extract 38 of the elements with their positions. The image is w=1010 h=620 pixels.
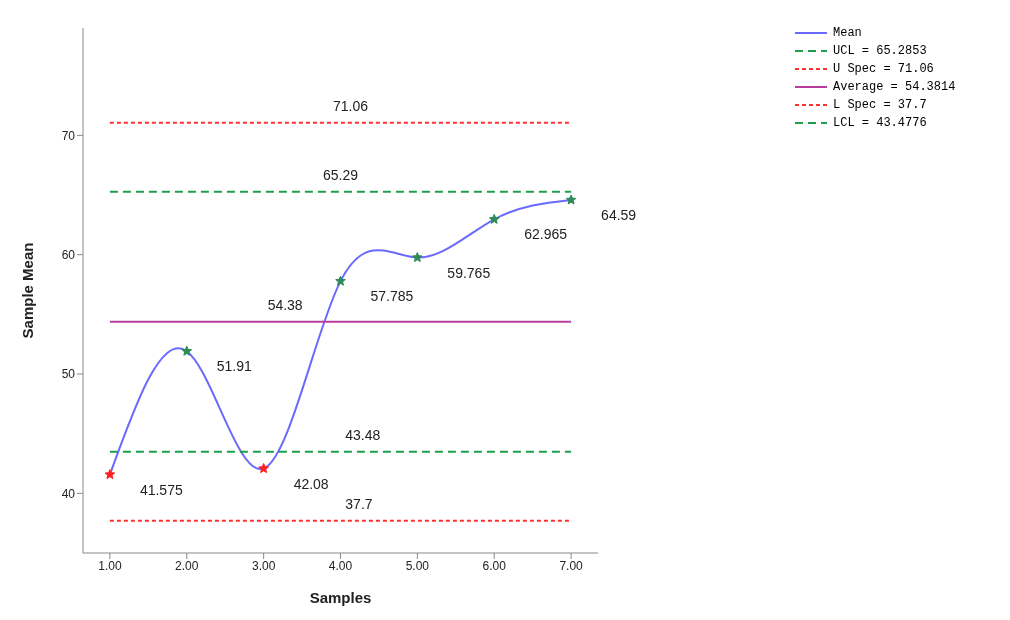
- legend-label: Average = 54.3814: [833, 80, 956, 94]
- point: [104, 469, 116, 480]
- y-axis-title: Sample Mean: [19, 242, 37, 339]
- point: [181, 345, 193, 356]
- y-tick-label: 40: [61, 486, 76, 501]
- annotation: 43.48: [345, 426, 381, 443]
- legend-label: U Spec = 71.06: [833, 62, 934, 76]
- y-tick-label: 70: [61, 128, 76, 143]
- annotation: 54.38: [267, 296, 303, 313]
- legend-label: LCL = 43.4776: [833, 116, 927, 130]
- x-tick-label: 1.00: [98, 558, 122, 573]
- point: [335, 275, 346, 286]
- annotation: 65.29: [322, 166, 359, 183]
- point: [565, 194, 577, 205]
- data-label: 42.08: [293, 475, 329, 492]
- y-tick-label: 60: [61, 247, 76, 262]
- x-tick-label: 5.00: [405, 558, 430, 573]
- data-label: 59.765: [447, 264, 491, 281]
- legend-label: L Spec = 37.7: [833, 98, 927, 112]
- annotation: 37.7: [345, 495, 373, 512]
- x-tick-label: 4.00: [328, 558, 353, 573]
- x-tick-label: 7.00: [559, 558, 584, 573]
- y-tick-label: 50: [61, 367, 76, 382]
- point: [412, 252, 423, 263]
- x-tick-label: 2.00: [175, 558, 199, 573]
- legend-label: UCL = 65.2853: [833, 44, 927, 58]
- legend-label: Mean: [833, 26, 862, 40]
- point: [258, 463, 269, 474]
- x-axis-title: Samples: [309, 589, 372, 606]
- point: [488, 213, 500, 224]
- data-label: 62.965: [524, 226, 568, 243]
- x-tick-label: 3.00: [251, 558, 276, 573]
- data-label: 51.91: [216, 358, 253, 375]
- data-label: 64.59: [601, 206, 637, 223]
- data-label: 57.785: [370, 288, 414, 305]
- x-tick-label: 6.00: [482, 558, 507, 573]
- annotation: 71.06: [332, 97, 369, 114]
- data-label: 41.575: [139, 481, 183, 498]
